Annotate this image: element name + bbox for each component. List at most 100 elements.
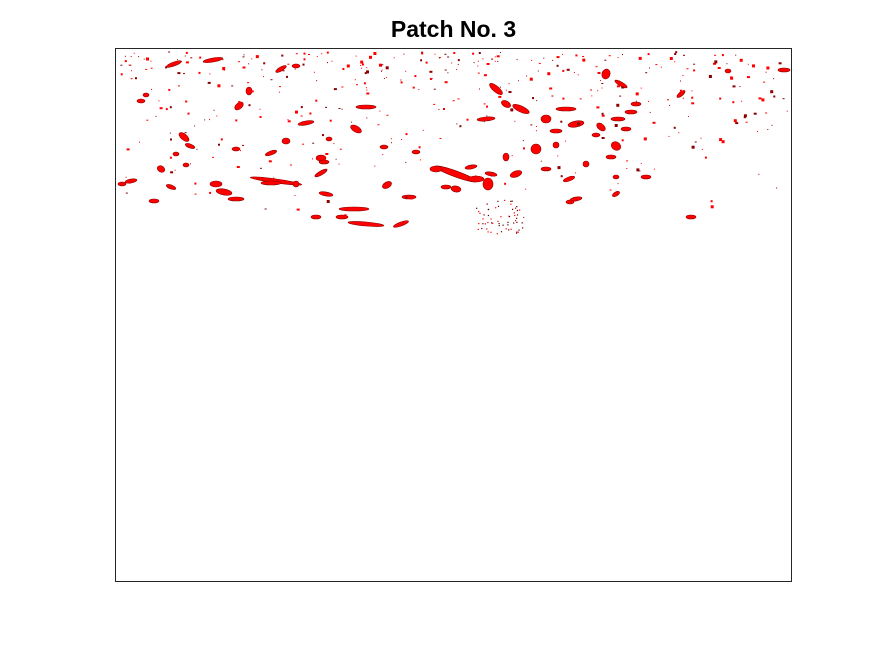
- mask-speck: [535, 130, 537, 132]
- mask-speck: [409, 196, 413, 200]
- mask-speck: [316, 55, 318, 57]
- mask-speck: [159, 107, 163, 110]
- mask-speck: [717, 67, 721, 69]
- mask-speck: [758, 173, 760, 175]
- mask-speck: [222, 67, 226, 70]
- mask-speck: [743, 114, 747, 118]
- mask-speck: [366, 70, 369, 74]
- mask-speck: [674, 61, 676, 63]
- mask-speck: [733, 119, 737, 123]
- mask-speck: [185, 100, 188, 103]
- mask-region: [450, 185, 462, 193]
- mask-region: [325, 136, 333, 142]
- mask-speck: [421, 51, 424, 53]
- mask-speck: [776, 187, 778, 189]
- mask-speck: [786, 110, 788, 112]
- mask-speck: [674, 53, 677, 55]
- mask-speck: [220, 138, 223, 141]
- mask-speck: [477, 60, 479, 62]
- mask-speck: [133, 52, 135, 54]
- mask-speck: [125, 192, 128, 194]
- mask-speck: [499, 52, 501, 53]
- mask-region: [275, 65, 287, 73]
- mask-speck: [575, 172, 577, 174]
- mask-speck: [487, 221, 489, 224]
- mask-speck: [422, 129, 424, 131]
- mask-speck: [278, 91, 280, 93]
- mask-speck: [309, 112, 312, 115]
- mask-region: [281, 137, 291, 145]
- mask-speck: [778, 62, 782, 65]
- mask-speck: [177, 72, 181, 75]
- mask-speck: [312, 142, 315, 144]
- mask-speck: [565, 140, 566, 142]
- mask-speck: [562, 69, 565, 72]
- mask-speck: [714, 54, 717, 56]
- mask-speck: [619, 95, 622, 97]
- mask-speck: [457, 98, 460, 100]
- mask-speck: [346, 64, 350, 68]
- mask-speck: [494, 60, 496, 62]
- mask-speck: [400, 79, 402, 81]
- mask-region: [124, 178, 138, 184]
- mask-speck: [207, 81, 211, 84]
- mask-speck: [456, 123, 458, 125]
- mask-region: [401, 194, 417, 200]
- mask-speck: [457, 59, 460, 62]
- mask-speck: [261, 69, 263, 71]
- mask-speck: [547, 170, 549, 171]
- mask-speck: [710, 200, 713, 203]
- mask-speck: [223, 69, 225, 71]
- mask-speck: [333, 88, 337, 91]
- mask-speck: [419, 159, 421, 161]
- mask-speck: [452, 100, 455, 102]
- mask-speck: [259, 108, 261, 110]
- mask-region: [297, 120, 315, 126]
- mask-speck: [582, 58, 586, 62]
- mask-speck: [302, 143, 305, 145]
- mask-speck: [507, 221, 509, 223]
- mask-speck: [636, 168, 640, 172]
- mask-speck: [579, 98, 582, 100]
- mask-speck: [218, 143, 220, 146]
- mask-speck: [582, 56, 585, 57]
- mask-speck: [595, 66, 598, 68]
- mask-speck: [215, 57, 217, 59]
- mask-speck: [782, 98, 785, 100]
- mask-speck: [364, 72, 367, 75]
- mask-speck: [519, 209, 521, 211]
- mask-speck: [683, 54, 685, 56]
- mask-speck: [513, 212, 515, 214]
- mask-speck: [476, 207, 478, 209]
- mask-speck: [124, 55, 126, 57]
- mask-region: [209, 180, 223, 188]
- mask-speck: [505, 228, 507, 230]
- mask-speck: [482, 223, 484, 225]
- mask-speck: [296, 208, 300, 211]
- mask-region: [512, 104, 530, 114]
- mask-speck: [660, 66, 662, 68]
- mask-speck: [673, 126, 676, 129]
- mask-speck: [185, 51, 188, 54]
- mask-speck: [508, 216, 511, 218]
- mask-speck: [341, 86, 344, 88]
- mask-speck: [547, 72, 551, 76]
- mask-speck: [486, 115, 488, 117]
- mask-speck: [374, 165, 376, 167]
- mask-speck: [354, 79, 356, 81]
- mask-speck: [669, 57, 673, 60]
- mask-region: [265, 149, 277, 157]
- mask-speck: [401, 139, 403, 140]
- mask-speck: [363, 82, 366, 85]
- mask-speck: [669, 104, 671, 106]
- mask-speck: [552, 59, 554, 61]
- mask-speck: [538, 62, 541, 64]
- mask-speck: [694, 141, 697, 143]
- mask-speck: [508, 91, 512, 93]
- mask-speck: [366, 67, 368, 69]
- mask-speck: [381, 70, 382, 72]
- mask-region: [596, 122, 606, 132]
- mask-speck: [510, 228, 512, 230]
- mask-speck: [477, 65, 479, 67]
- mask-speck: [621, 139, 624, 142]
